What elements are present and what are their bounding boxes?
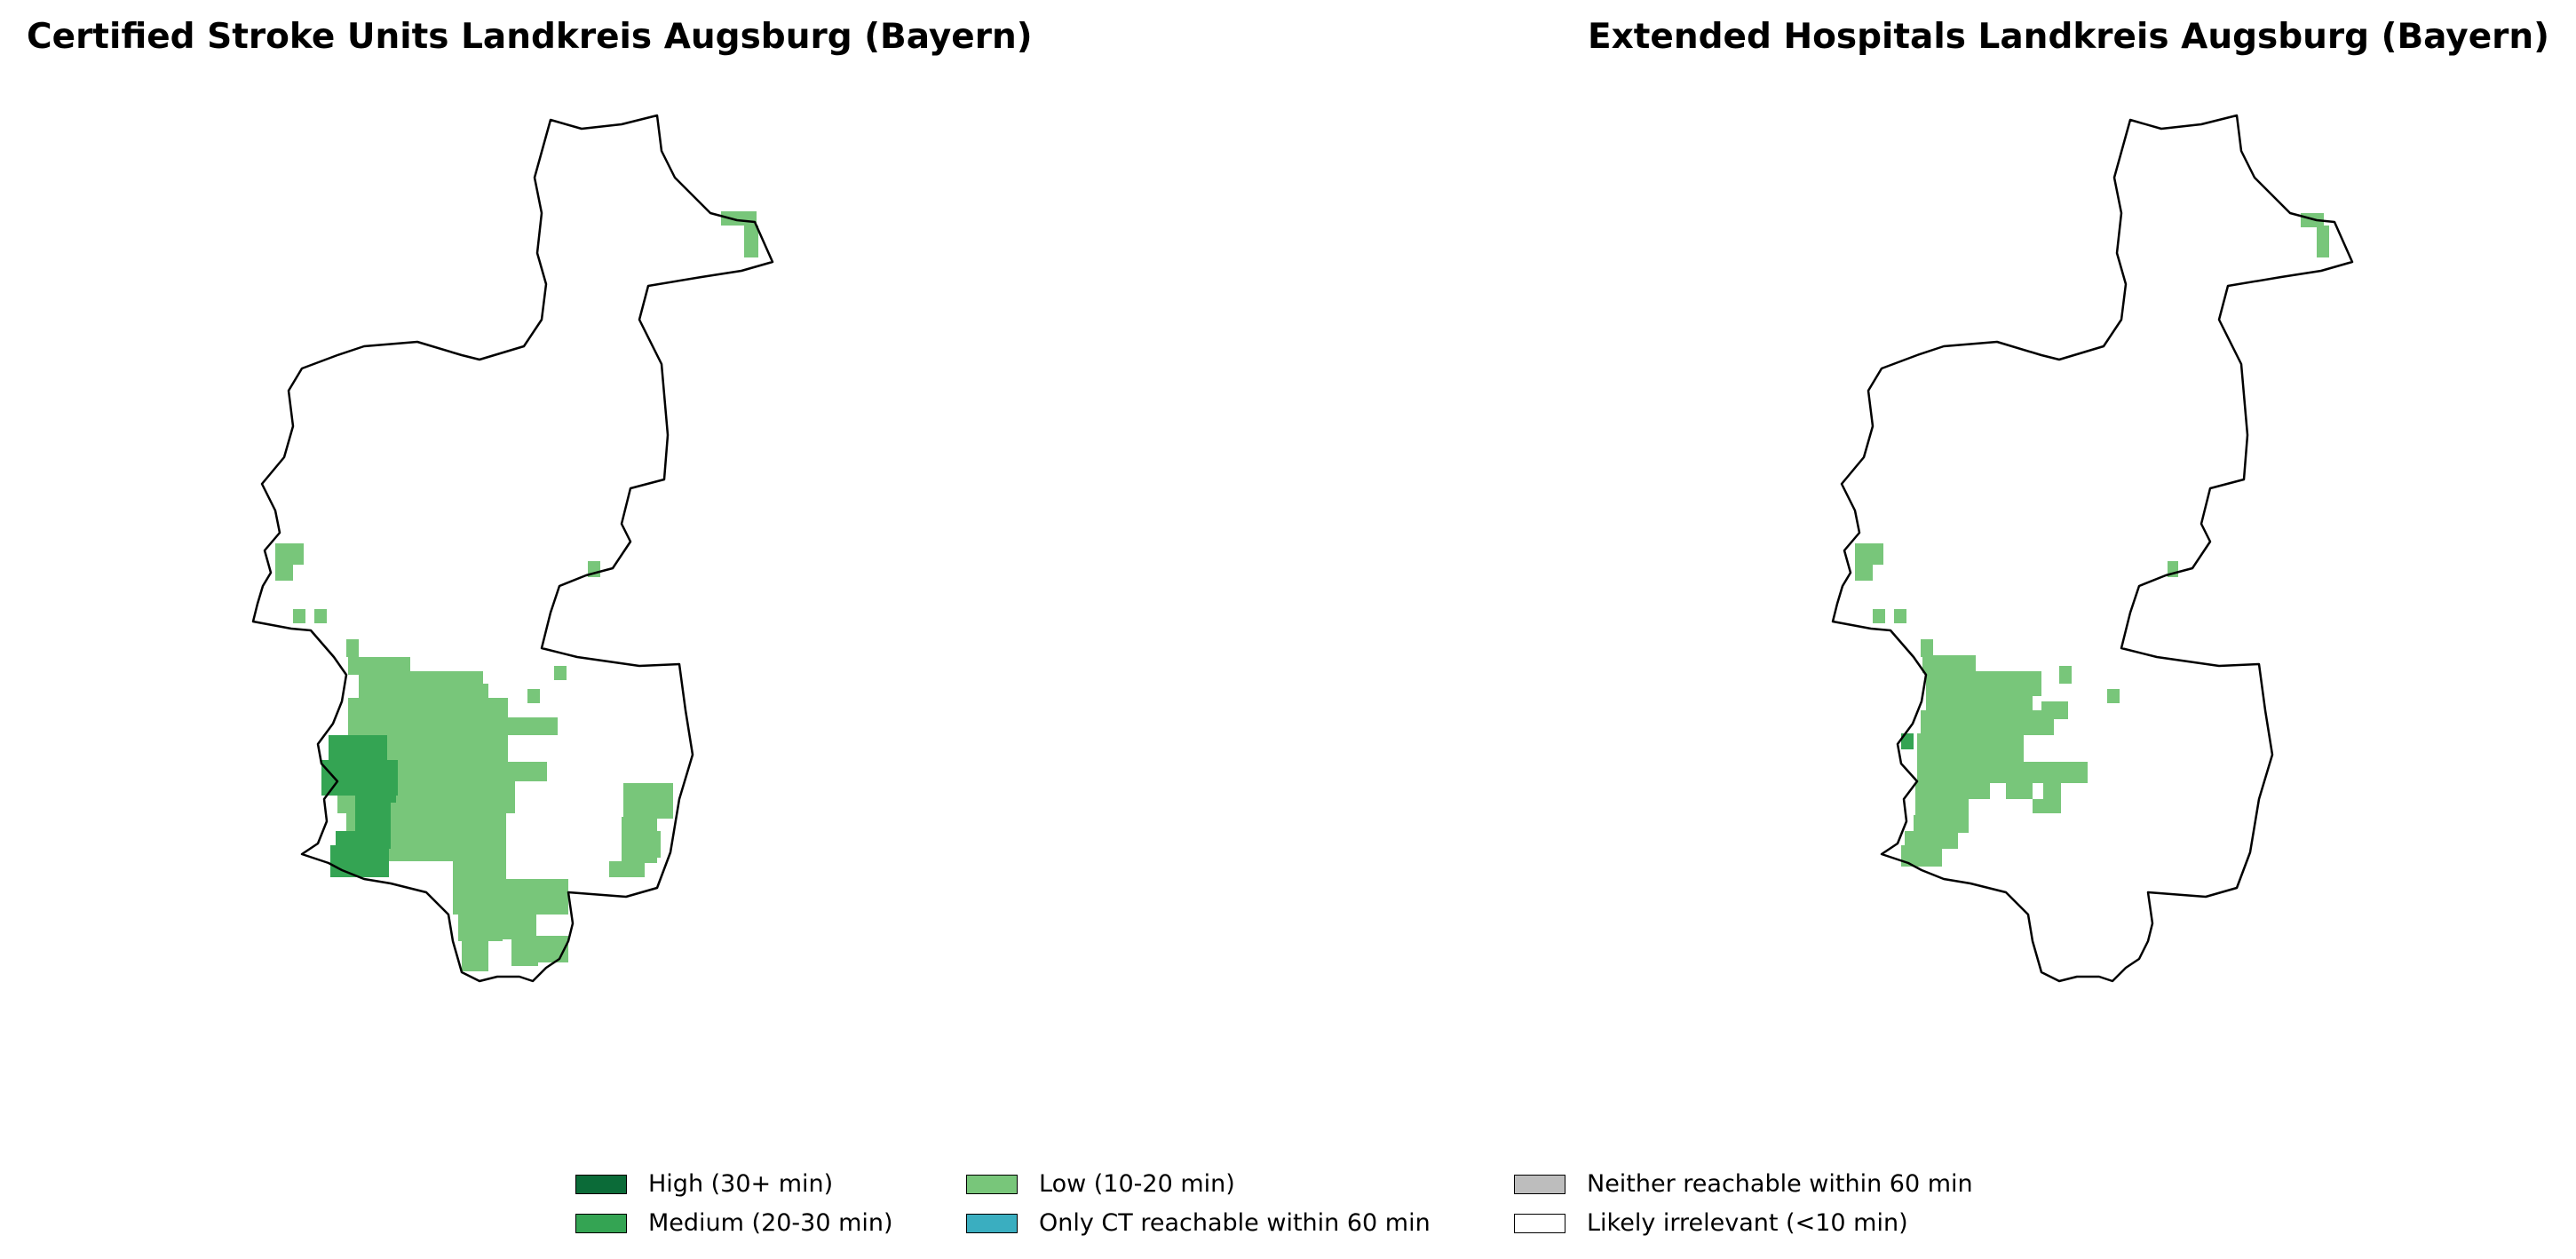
legend-label-high: High (30+ min) [648,1170,834,1198]
map-panel-extended-hospitals [1831,114,2354,983]
legend-swatch-only-ct [966,1213,1018,1233]
legend-swatch-low [966,1174,1018,1194]
legend-item-only-ct: Only CT reachable within 60 min [966,1211,1431,1235]
legend-swatch-irrelevant [1514,1213,1565,1233]
legend-label-neither: Neither reachable within 60 min [1587,1170,1973,1198]
legend-label-medium: Medium (20-30 min) [648,1209,893,1237]
map-title-extended-hospitals: Extended Hospitals Landkreis Augsburg (B… [1587,17,2549,57]
coverage-cells-certified-stroke-units [275,211,758,971]
legend-label-only-ct: Only CT reachable within 60 min [1039,1209,1431,1237]
map-panel-certified-stroke-units [251,114,774,983]
legend-swatch-high [575,1174,627,1194]
coverage-cells-extended-hospitals [1855,213,2329,867]
legend-item-high: High (30+ min) [575,1172,833,1196]
legend-swatch-medium [575,1213,627,1233]
map-legend: High (30+ min) Medium (20-30 min) Low (1… [575,1172,2085,1252]
legend-item-medium: Medium (20-30 min) [575,1211,893,1235]
map-title-certified-stroke-units: Certified Stroke Units Landkreis Augsbur… [27,17,1033,57]
legend-item-low: Low (10-20 min) [966,1172,1235,1196]
legend-item-neither: Neither reachable within 60 min [1514,1172,1973,1196]
legend-item-irrelevant: Likely irrelevant (<10 min) [1514,1211,1908,1235]
legend-label-irrelevant: Likely irrelevant (<10 min) [1587,1209,1908,1237]
legend-swatch-neither [1514,1174,1565,1194]
legend-label-low: Low (10-20 min) [1039,1170,1235,1198]
